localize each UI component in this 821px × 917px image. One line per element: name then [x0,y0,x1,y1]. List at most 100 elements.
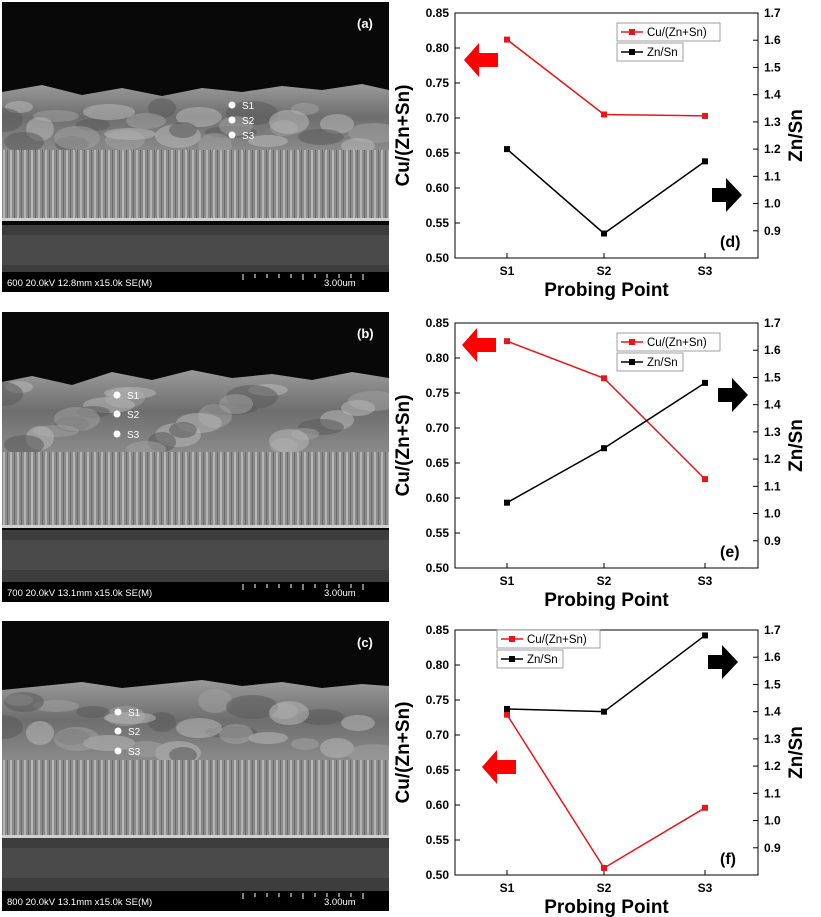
chart-svg: 0.50 0.55 0.60 0.65 0.70 0.75 0.80 0.85 0.9 1.0 1.… [393,623,807,917]
y2-tick-label: 0.9 [764,534,781,548]
legend-label-zn: Zn/Sn [647,47,678,59]
y-tick-label: 0.75 [426,693,450,707]
grain [348,123,389,143]
chart-e: 0.50 0.55 0.60 0.65 0.70 0.75 0.80 0.85 0.9 1.0 1.… [392,310,820,610]
right-axis-arrow-icon [712,178,742,212]
y2-tick-label: 1.1 [764,169,781,183]
series-line-zn [506,382,706,504]
grain [269,429,309,453]
data-point-zn [504,499,510,506]
probe-point-dot [114,747,122,755]
grain [83,104,135,120]
data-point-cu [504,338,510,345]
grain [269,701,309,725]
left-axis-arrow-icon [482,750,516,784]
y-tick-label: 0.70 [426,421,450,435]
chart-panel-label: (d) [720,234,740,251]
sem-panel-a: S1 S2 S3 (a) 600 20.0kV 12.8mm x15.0k SE(M) 3… [2,2,389,292]
grain [2,382,23,406]
sem-panel-c: S1 S2 S3 (c) 800 20.0kV 13.1mm x15.0k SE(M) 3… [2,621,389,911]
probe-point-dot [228,131,236,139]
y-tick-label: 0.65 [426,456,450,470]
y2-tick-label: 1.3 [764,115,781,129]
probe-point-dot [228,116,236,124]
grain [33,700,79,712]
legend-box-cu [616,22,721,42]
x-axis-title: Probing Point [544,590,669,610]
data-point-cu [601,375,607,382]
grain [248,732,288,744]
y-tick-label: 0.65 [426,146,450,160]
grain [298,129,344,145]
legend-box-zn [616,42,684,62]
y2-axis-title: Zn/Sn [786,419,807,472]
grain [126,113,166,129]
y2-axis-title: Zn/Sn [786,109,807,162]
grain [226,695,278,719]
probe-point-label: S2 [128,727,141,738]
sem-image: S1 S2 S3 (b) 700 20.0kV 13.1mm x15.0k SE(M) 3… [2,312,389,602]
y-tick-label: 0.55 [426,216,450,230]
y2-tick-label: 1.2 [764,142,781,156]
y2-tick-label: 1.0 [764,197,781,211]
y-tick-label: 0.60 [426,798,450,812]
y-tick-label: 0.75 [426,386,450,400]
sem-info-bar [2,272,389,292]
x-tick-label: S1 [500,574,515,588]
grain [219,724,253,744]
grain [169,122,197,138]
y2-tick-label: 1.2 [764,452,781,466]
y-tick-label: 0.85 [426,623,450,637]
y2-tick-label: 1.3 [764,425,781,439]
legend-marker-cu [509,636,515,642]
data-point-cu [601,865,607,871]
grain [320,738,354,758]
legend-label-cu: Cu/(Zn+Sn) [647,337,707,349]
legend-label-zn: Zn/Sn [647,357,678,369]
interface-line [2,835,389,838]
y-tick-label: 0.85 [426,316,450,330]
probe-point-label: S2 [242,116,255,127]
grain [219,394,253,414]
legend-label-zn: Zn/Sn [527,654,558,666]
x-tick-label: S3 [698,881,713,895]
y2-tick-label: 0.9 [764,224,781,238]
y-tick-label: 0.75 [426,76,450,90]
right-axis-arrow-icon [708,645,738,679]
grain [148,98,176,118]
grain [176,107,222,127]
data-point-zn [702,158,708,165]
data-point-cu [702,112,708,119]
x-axis-title: Probing Point [544,280,669,300]
sem-info-text: 600 20.0kV 12.8mm x15.0k SE(M) [7,278,152,289]
y2-tick-label: 1.1 [764,479,781,493]
grain [54,126,100,150]
grain [76,706,110,718]
chart-f: 0.50 0.55 0.60 0.65 0.70 0.75 0.80 0.85 0.9 1.0 1.… [392,617,820,917]
grain [4,132,44,152]
probe-point-label: S3 [127,430,140,441]
probe-point-label: S1 [128,708,141,719]
y-tick-label: 0.80 [426,351,450,365]
probe-point-dot [228,101,236,109]
chart-svg: 0.50 0.55 0.60 0.65 0.70 0.75 0.80 0.85 0.9 1.0 1.… [393,6,807,300]
series-line-zn [506,148,706,235]
series-line-cu [506,714,706,870]
y-tick-label: 0.55 [426,526,450,540]
y2-tick-label: 1.4 [764,398,781,412]
y-axis-title: Cu/(Zn+Sn) [393,85,414,187]
x-tick-label: S2 [597,574,612,588]
interface-line [2,218,389,221]
chart-d: 0.50 0.55 0.60 0.65 0.70 0.75 0.80 0.85 0.9 1.0 1.… [392,0,820,300]
y2-tick-label: 1.2 [764,759,781,773]
data-point-cu [504,711,510,718]
data-point-zn [702,632,708,639]
sem-info-text: 700 20.0kV 13.1mm x15.0k SE(M) [7,588,152,599]
x-tick-label: S3 [698,574,713,588]
y2-tick-label: 1.4 [764,88,781,102]
grain [176,718,222,738]
grain [219,116,253,136]
sem-scale-text: 3.00um [324,278,356,289]
columnar-layer [2,452,389,525]
legend-marker-cu [629,29,635,35]
